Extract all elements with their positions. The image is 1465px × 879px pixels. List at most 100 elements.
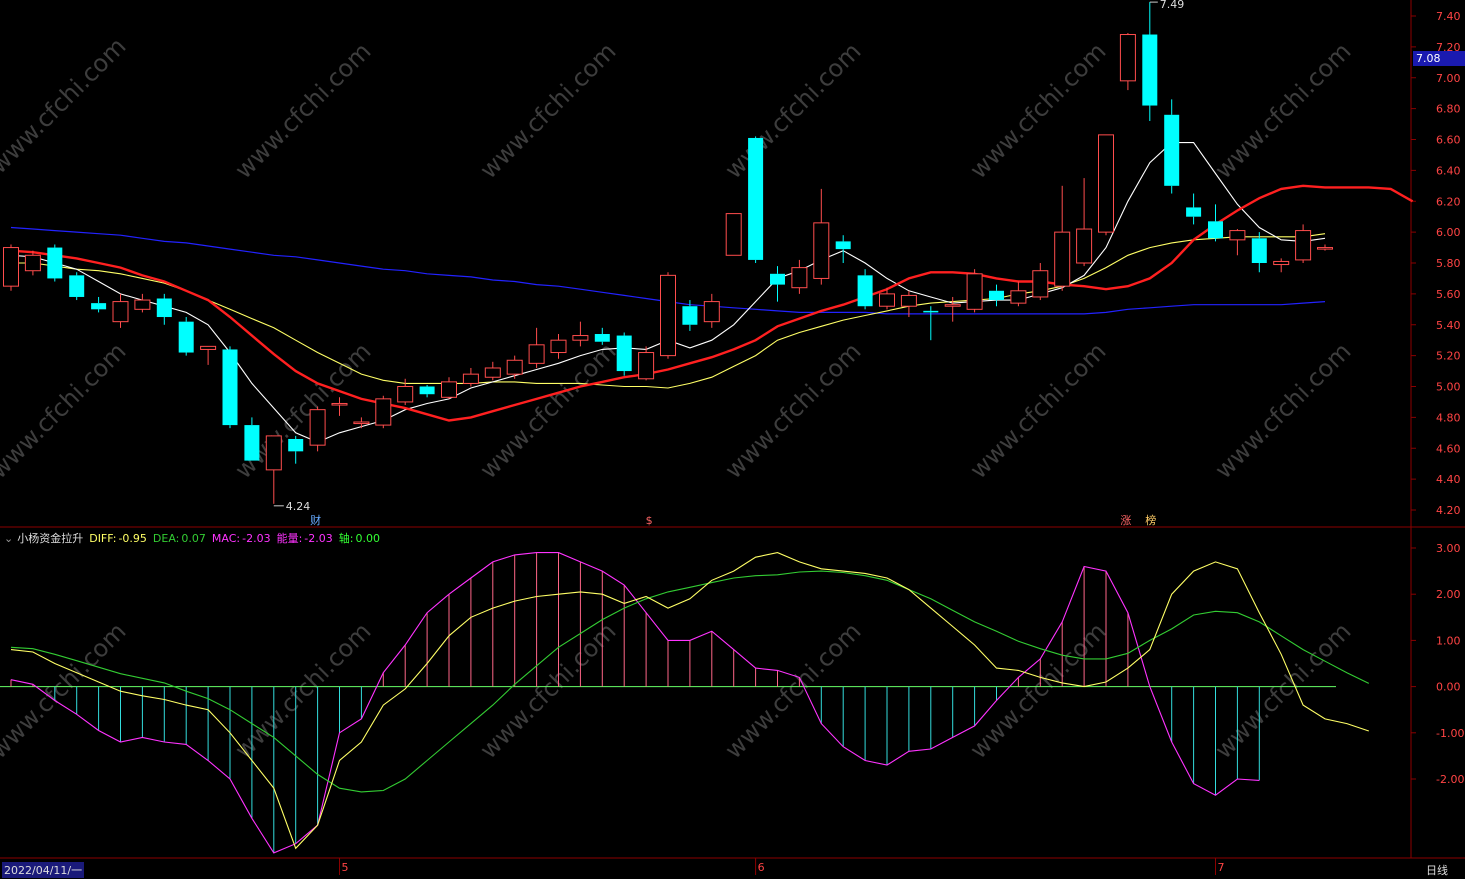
candle-body <box>944 304 961 307</box>
candle <box>353 417 370 429</box>
candle-body <box>353 421 370 425</box>
watermark-text: www.cfchi.com <box>229 37 376 184</box>
candle <box>813 188 830 285</box>
candle <box>944 296 961 322</box>
candle-body <box>835 241 851 250</box>
indicator-tick-label: 2.00 <box>1436 588 1461 601</box>
watermark-text: www.cfchi.com <box>1209 337 1356 484</box>
candle <box>1032 263 1049 301</box>
candle <box>682 300 698 331</box>
indicator-tick-label: 1.00 <box>1436 634 1461 647</box>
candle-body <box>69 275 85 297</box>
candle-body <box>441 381 457 398</box>
price-tick-label: 6.20 <box>1436 195 1461 208</box>
candle-body <box>1010 290 1027 304</box>
candle-body <box>1119 34 1136 82</box>
watermark-text: www.cfchi.com <box>964 337 1111 484</box>
candle-body <box>1186 207 1202 217</box>
candle <box>3 244 19 291</box>
watermark-text: www.cfchi.com <box>0 617 131 764</box>
candle <box>900 290 917 318</box>
mac-label-text: MAC: <box>211 532 241 545</box>
candle <box>1142 2 1158 121</box>
candle-body <box>200 345 217 350</box>
candle <box>1186 193 1202 225</box>
diff-value: -0.95 <box>118 532 147 545</box>
candle-body <box>791 267 808 289</box>
watermark-text: www.cfchi.com <box>0 337 131 484</box>
price-tick-label: 7.40 <box>1436 10 1461 23</box>
candle <box>134 293 151 313</box>
energy-label: 能量: -2.03 <box>277 532 333 545</box>
price-tick-label: 5.80 <box>1436 257 1461 270</box>
candle-body <box>900 294 917 307</box>
candle <box>1054 185 1071 291</box>
candle <box>484 361 501 381</box>
mac-value: -2.03 <box>242 532 271 545</box>
candle <box>1208 204 1223 242</box>
candle <box>331 397 348 416</box>
high-price-label: 7.49 <box>1160 0 1185 11</box>
candle <box>770 266 785 302</box>
candle <box>528 327 545 368</box>
indicator-tick-label: -1.00 <box>1436 727 1464 740</box>
watermark-text: www.cfchi.com <box>719 617 866 764</box>
indicator-name[interactable]: 小杨资金拉升 <box>17 532 84 545</box>
candle <box>1295 224 1312 263</box>
candle <box>791 259 808 294</box>
price-tick-label: 5.40 <box>1436 319 1461 332</box>
candle <box>1251 232 1267 273</box>
candle-body <box>178 321 194 353</box>
watermark-text: www.cfchi.com <box>474 37 621 184</box>
dea-value: 0.07 <box>181 532 206 545</box>
candle-body <box>47 247 63 279</box>
candle <box>616 332 632 376</box>
price-tick-label: 5.20 <box>1436 350 1461 363</box>
watermark-text: www.cfchi.com <box>0 32 131 179</box>
diff-label: DIFF: -0.95 <box>89 532 147 545</box>
price-tick-label: 6.80 <box>1436 103 1461 116</box>
candle <box>47 244 63 282</box>
candle-body <box>309 409 326 446</box>
candle <box>24 250 41 276</box>
period-label[interactable]: 日线 <box>1426 864 1448 877</box>
candle <box>288 435 304 464</box>
candle <box>309 406 326 452</box>
start-date-label: 2022/04/11/一 <box>2 862 85 878</box>
month-label: 7 <box>1218 861 1225 874</box>
candle-body <box>594 334 610 342</box>
candle <box>748 136 764 263</box>
candle <box>1317 244 1333 251</box>
candle-body <box>725 213 742 256</box>
candle-body <box>134 299 151 310</box>
watermark-text: www.cfchi.com <box>1209 617 1356 764</box>
price-tick-label: 7.20 <box>1436 41 1461 54</box>
candle-body <box>1273 260 1290 266</box>
candle-body <box>879 293 895 307</box>
candle <box>200 345 217 365</box>
candle-body <box>419 386 435 395</box>
candle <box>397 378 414 406</box>
event-marker: $ <box>646 514 653 527</box>
candle-body <box>1317 247 1333 250</box>
candle-body <box>748 137 764 260</box>
candle-body <box>638 352 655 380</box>
candle-body <box>484 367 501 378</box>
indicator-collapse-icon[interactable]: ⌄ <box>4 532 14 545</box>
candle-body <box>660 274 676 357</box>
candle-body <box>1208 221 1223 239</box>
candle <box>222 346 238 429</box>
candle-body <box>989 290 1004 301</box>
candle <box>265 435 282 504</box>
candle-body <box>222 349 238 426</box>
candle <box>923 306 939 341</box>
candle <box>660 272 676 359</box>
candle-body <box>462 373 479 384</box>
diff-line <box>10 552 1369 850</box>
candle-body <box>813 222 830 279</box>
candle <box>725 213 742 256</box>
candle-body <box>703 301 720 323</box>
candle <box>1076 178 1093 267</box>
